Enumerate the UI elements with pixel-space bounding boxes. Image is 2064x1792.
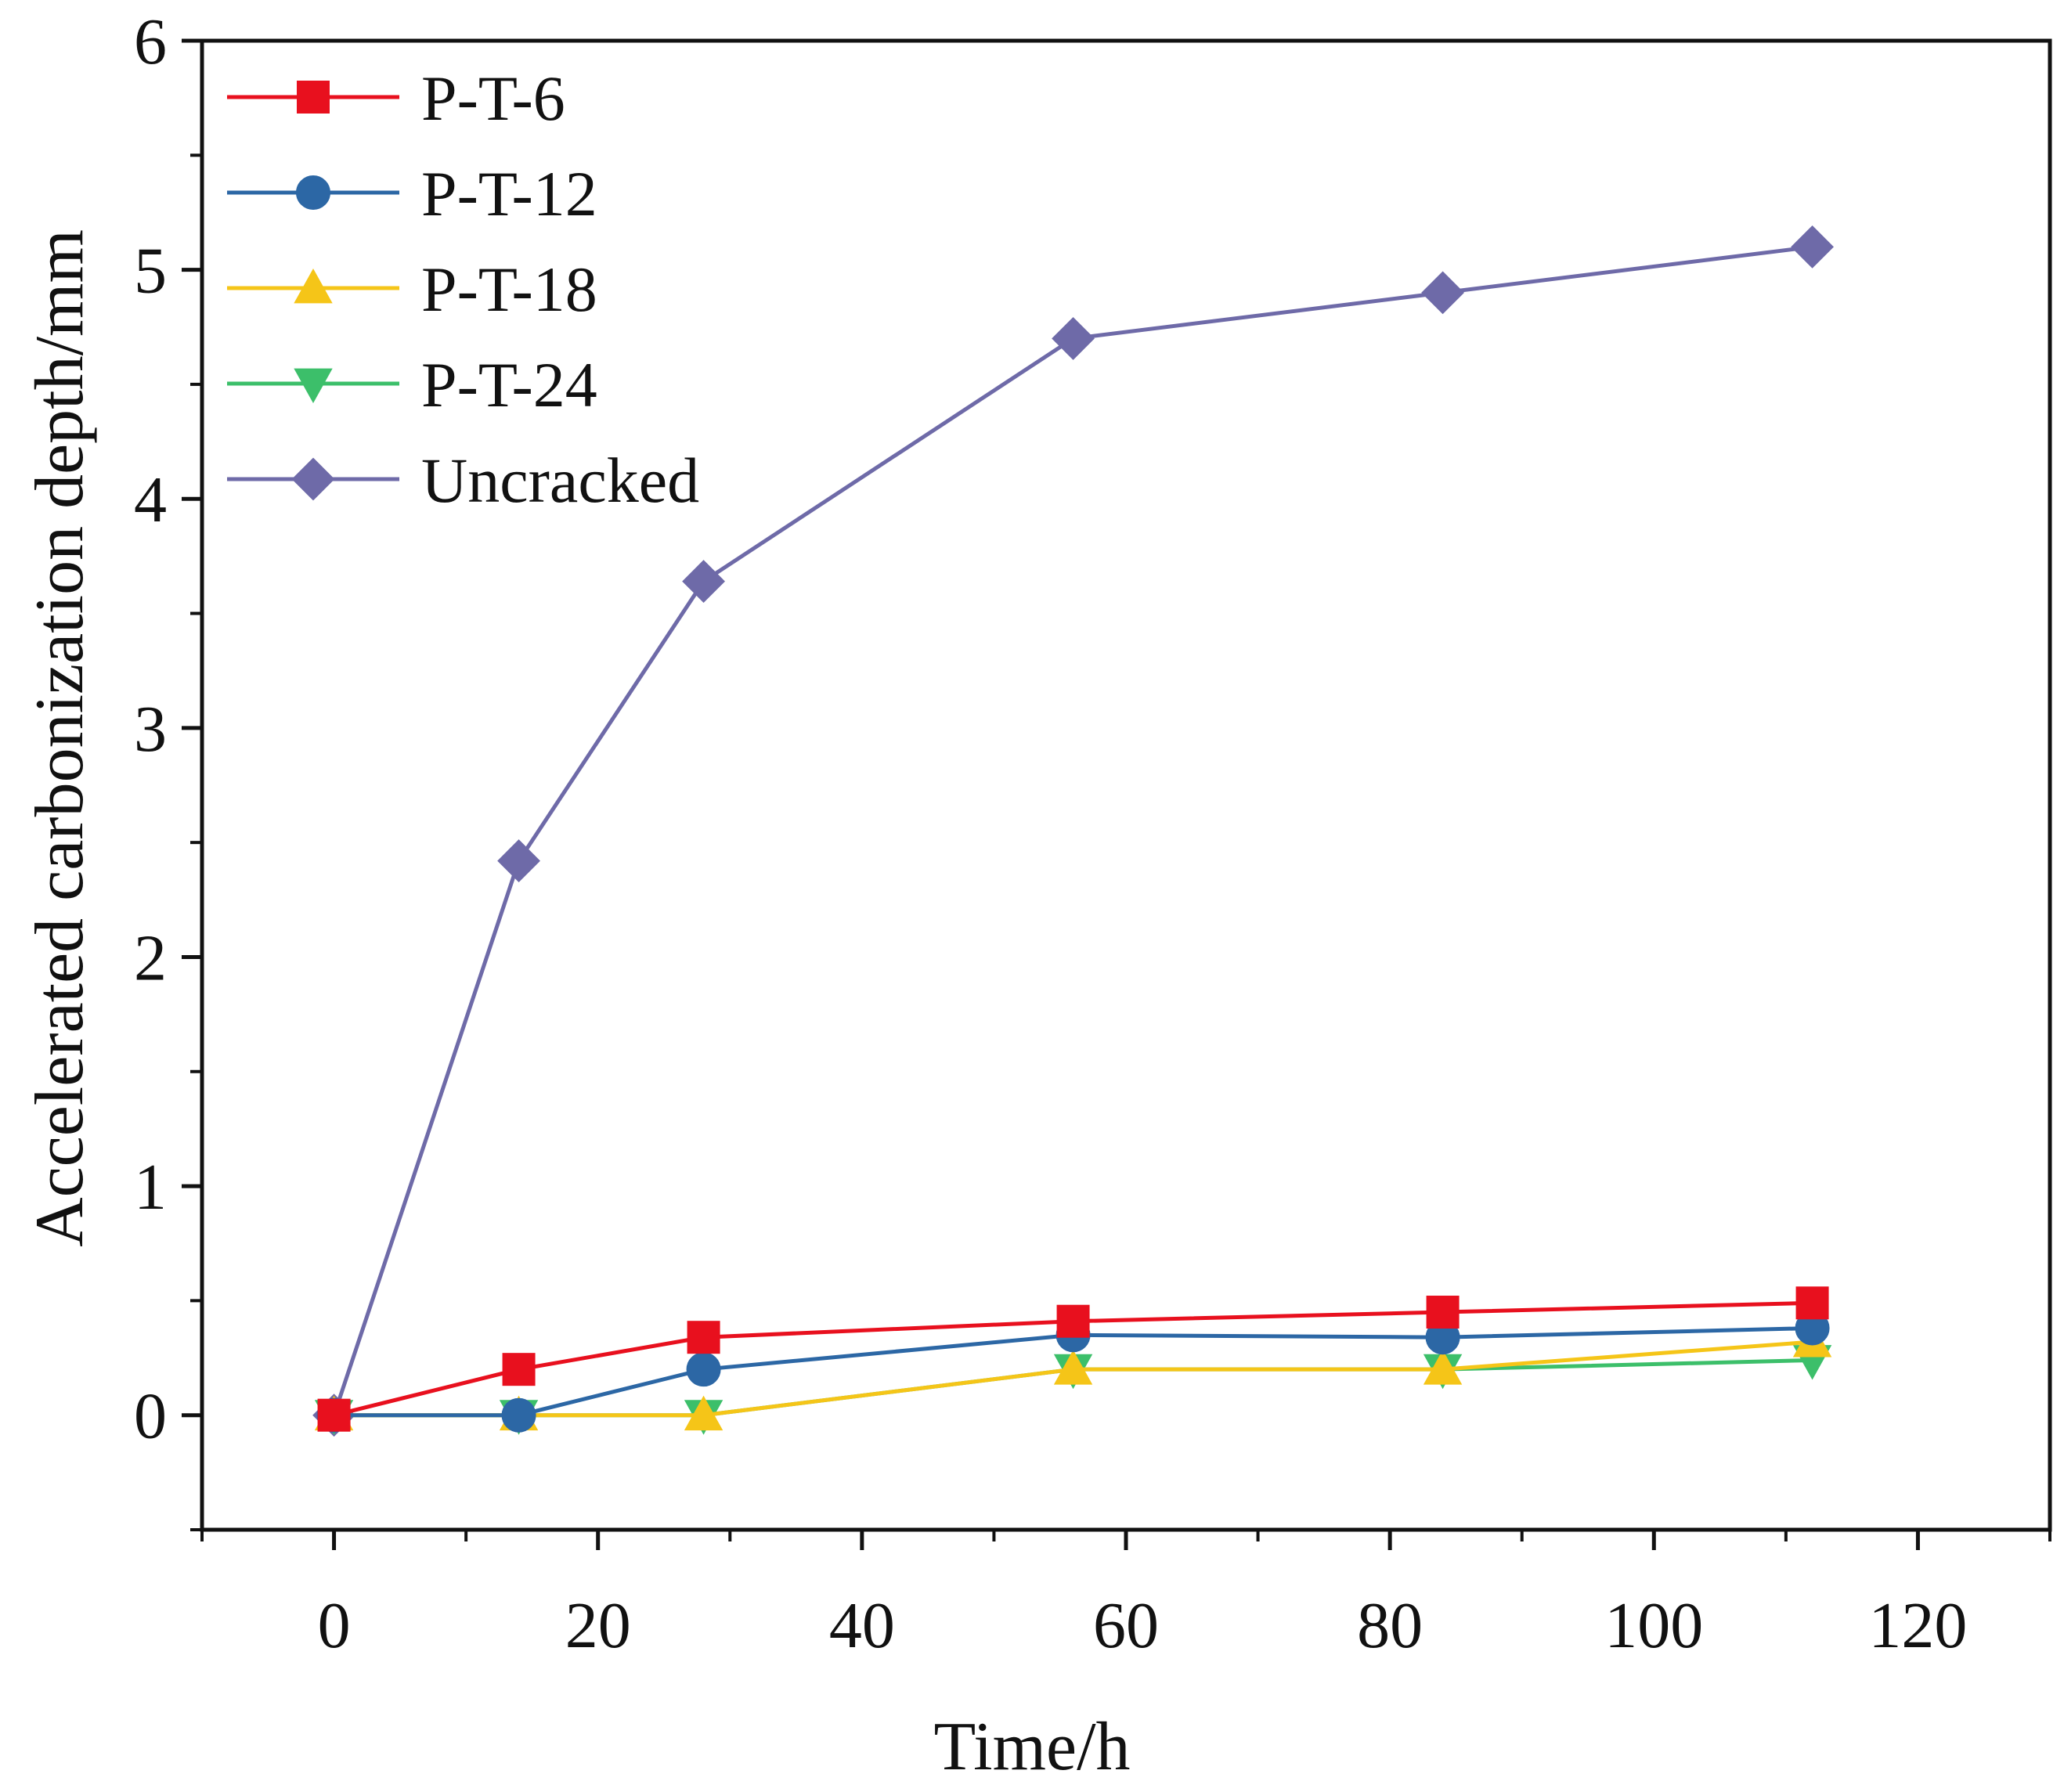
y-tick-label: 1 <box>134 1151 167 1224</box>
data-point-p-t-6 <box>1795 1286 1829 1320</box>
data-point-p-t-6 <box>317 1398 351 1432</box>
legend-item-p-t-24: P-T-24 <box>227 349 597 420</box>
data-point-uncracked <box>497 839 540 882</box>
x-tick-label: 100 <box>1604 1589 1703 1662</box>
legend: P-T-6 P-T-12 P-T-18 P-T-24 Uncracked <box>227 63 699 516</box>
legend-item-p-t-6: P-T-6 <box>227 63 565 134</box>
data-point-p-t-18 <box>1423 1350 1463 1385</box>
y-tick-label: 3 <box>134 693 167 766</box>
y-tick-label: 6 <box>134 5 167 78</box>
legend-marker <box>291 457 335 501</box>
series-line-p-t-6 <box>333 1300 1813 1418</box>
y-axis-title: Accelerated carbonization depth/mm <box>22 229 98 1247</box>
y-tick-label: 4 <box>134 463 167 536</box>
data-point-p-t-18 <box>1053 1350 1093 1385</box>
y-tick-label: 5 <box>134 235 167 308</box>
x-axis-title: Time/h <box>933 1709 1130 1785</box>
data-point-p-t-6 <box>687 1321 720 1354</box>
data-point-p-t-12 <box>501 1397 536 1433</box>
series-line-uncracked <box>332 244 1813 1416</box>
data-point-p-t-18 <box>684 1395 723 1431</box>
data-point-p-t-6 <box>1056 1304 1090 1338</box>
x-tick-label: 80 <box>1357 1589 1423 1662</box>
x-tick-label: 120 <box>1868 1589 1967 1662</box>
legend-item-uncracked: Uncracked <box>227 445 699 516</box>
series-line-p-t-12 <box>334 1325 1813 1418</box>
data-point-p-t-12 <box>686 1352 721 1387</box>
data-series <box>312 225 1834 1437</box>
legend-item-p-t-12: P-T-12 <box>227 158 597 229</box>
data-point-p-t-6 <box>502 1353 536 1386</box>
legend-label: Uncracked <box>421 445 699 516</box>
axis-tick-labels: 0 20 40 60 80 100 120 0 1 2 3 4 5 6 <box>134 5 1967 1662</box>
data-point-uncracked <box>682 560 725 603</box>
legend-label: P-T-18 <box>421 254 597 325</box>
y-tick-label: 2 <box>134 921 167 994</box>
legend-marker <box>296 175 330 210</box>
legend-item-p-t-18: P-T-18 <box>227 254 597 325</box>
legend-label: P-T-6 <box>421 63 565 134</box>
legend-label: P-T-12 <box>421 158 597 229</box>
series-p-t-6 <box>317 1286 1829 1432</box>
data-point-uncracked <box>1421 271 1464 315</box>
legend-marker <box>294 268 333 304</box>
data-point-uncracked <box>1052 316 1095 360</box>
x-tick-label: 60 <box>1093 1589 1159 1662</box>
legend-label: P-T-24 <box>421 349 597 420</box>
x-tick-label: 20 <box>565 1589 631 1662</box>
legend-marker <box>294 368 333 404</box>
x-tick-label: 0 <box>318 1589 351 1662</box>
plot-area-frame <box>200 38 2052 1532</box>
data-point-p-t-6 <box>1426 1296 1460 1329</box>
y-tick-label: 0 <box>134 1380 167 1453</box>
x-tick-label: 40 <box>829 1589 895 1662</box>
legend-marker <box>297 81 330 114</box>
data-point-uncracked <box>1791 225 1834 269</box>
